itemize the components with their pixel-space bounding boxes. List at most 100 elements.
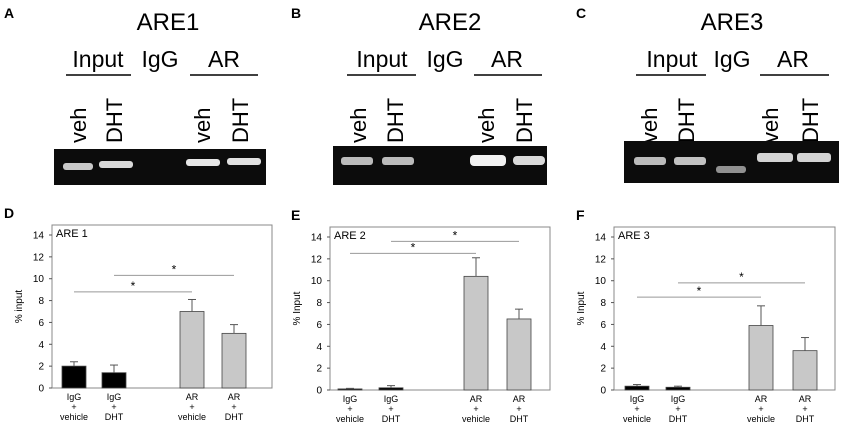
category-label-3: AR	[513, 394, 526, 404]
y-tick-label: 12	[595, 254, 607, 265]
gel-panel-c: C ARE3 Input IgG AR veh DHT veh DHT	[576, 5, 839, 183]
category-label-0: +	[634, 404, 639, 414]
category-label-1: +	[388, 404, 393, 414]
y-tick-label: 4	[38, 340, 44, 351]
lane-label-ar-veh-b: veh	[474, 108, 499, 143]
y-tick-label: 0	[600, 386, 606, 397]
bar-2	[463, 275, 489, 391]
category-label-3: +	[802, 404, 807, 414]
category-label-3: DHT	[225, 412, 244, 422]
bar-3	[221, 332, 247, 389]
band-ar-dht-b	[513, 156, 545, 165]
y-tick-label: 10	[311, 276, 323, 287]
plot-frame	[51, 224, 273, 389]
chart-title: ARE 3	[618, 230, 650, 242]
category-label-2: +	[473, 404, 478, 414]
y-tick-label: 6	[316, 320, 322, 331]
gel-title-b: ARE2	[419, 9, 482, 36]
category-label-1: DHT	[669, 414, 688, 424]
y-tick-label: 10	[33, 274, 45, 285]
category-label-1: IgG	[384, 394, 399, 404]
y-tick-label: 8	[316, 298, 322, 309]
chart-title: ARE 1	[56, 228, 88, 240]
band-input-veh-a	[63, 163, 93, 170]
category-label-0: IgG	[630, 394, 645, 404]
bar-1	[665, 386, 691, 391]
gel-title-c: ARE3	[701, 9, 764, 36]
gel-panel-b: B ARE2 Input IgG AR veh DHT veh DHT	[291, 5, 547, 185]
category-label-2: vehicle	[178, 412, 206, 422]
chart-title: ARE 2	[334, 230, 366, 242]
group-label-igg-c: IgG	[713, 46, 750, 72]
lane-label-ar-veh-c: veh	[758, 108, 783, 143]
category-label-2: AR	[755, 394, 768, 404]
category-label-1: DHT	[105, 412, 124, 422]
y-tick-label: 10	[595, 276, 607, 287]
plot-frame	[329, 226, 551, 391]
panel-letter: F	[576, 207, 585, 223]
group-label-ar-a: AR	[208, 46, 240, 72]
y-tick-label: 0	[316, 386, 322, 397]
bar-0	[624, 385, 650, 391]
category-label-0: IgG	[343, 394, 358, 404]
y-tick-label: 12	[33, 252, 45, 263]
lane-label-input-dht-c: DHT	[674, 98, 699, 143]
category-label-2: vehicle	[462, 414, 490, 424]
band-igg-c	[716, 166, 746, 173]
significance-star-0: *	[411, 240, 416, 254]
lane-label-ar-dht-a: DHT	[228, 98, 253, 143]
panel-letter-a: A	[4, 5, 14, 21]
y-axis-label: % Input	[576, 291, 587, 325]
y-tick-label: 2	[600, 364, 606, 375]
panel-letter-c: C	[576, 5, 586, 21]
category-label-3: AR	[799, 394, 812, 404]
category-label-2: AR	[186, 392, 199, 402]
significance-star-1: *	[172, 262, 177, 276]
category-label-1: +	[675, 404, 680, 414]
bar-0	[61, 365, 87, 389]
significance-star-0: *	[131, 279, 136, 293]
group-label-input-b: Input	[356, 46, 408, 72]
bar-1	[378, 387, 404, 391]
category-label-0: vehicle	[60, 412, 88, 422]
y-tick-label: 2	[38, 362, 44, 373]
band-ar-dht-c	[797, 153, 831, 162]
category-label-3: DHT	[510, 414, 529, 424]
band-input-veh-b	[341, 157, 373, 165]
gel-panel-a: A ARE1 Input IgG AR veh DHT veh DHT	[4, 5, 266, 185]
lane-label-ar-veh-a: veh	[190, 108, 215, 143]
y-tick-label: 12	[311, 254, 323, 265]
group-label-ar-b: AR	[491, 46, 523, 72]
y-tick-label: 8	[38, 296, 44, 307]
lane-label-input-veh-a: veh	[66, 108, 91, 143]
band-input-veh-c	[634, 157, 666, 165]
category-label-2: vehicle	[747, 414, 775, 424]
bar-2	[179, 311, 205, 389]
y-tick-label: 14	[311, 233, 323, 244]
bar-3	[792, 350, 818, 391]
lane-label-input-veh-c: veh	[637, 108, 662, 143]
y-axis-label: % input	[14, 290, 25, 324]
band-ar-dht-a	[227, 158, 261, 165]
lane-label-input-dht-a: DHT	[102, 98, 127, 143]
bar-3	[506, 318, 532, 391]
y-axis-label: % Input	[292, 291, 303, 325]
y-tick-label: 4	[600, 342, 606, 353]
category-label-2: AR	[470, 394, 483, 404]
y-tick-label: 6	[38, 318, 44, 329]
category-label-3: DHT	[796, 414, 815, 424]
y-tick-label: 6	[600, 320, 606, 331]
y-tick-label: 14	[595, 233, 607, 244]
lane-label-ar-dht-c: DHT	[798, 98, 823, 143]
category-label-0: IgG	[67, 392, 82, 402]
category-label-0: vehicle	[336, 414, 364, 424]
panel-letter: D	[4, 205, 14, 221]
bar-0	[337, 388, 363, 391]
group-label-igg-b: IgG	[426, 46, 463, 72]
y-tick-label: 4	[316, 342, 322, 353]
category-label-1: DHT	[382, 414, 401, 424]
lane-label-input-dht-b: DHT	[383, 98, 408, 143]
